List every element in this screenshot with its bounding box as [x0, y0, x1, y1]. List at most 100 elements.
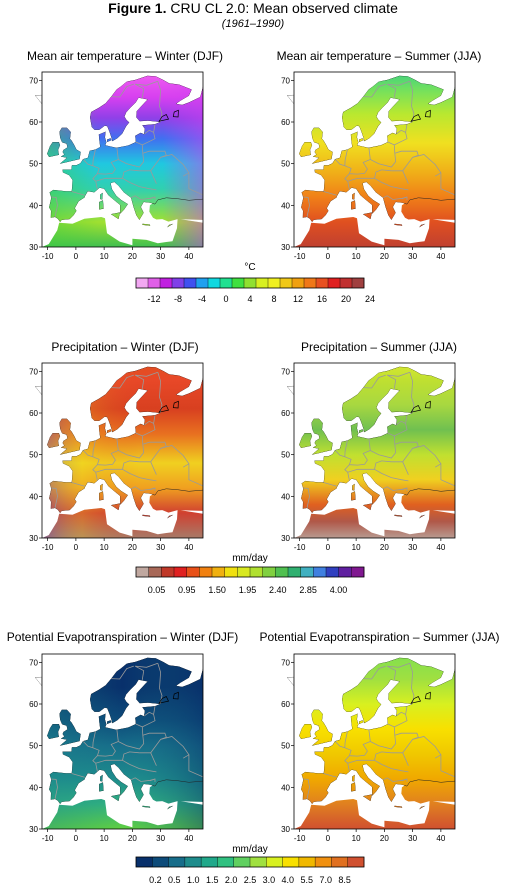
colorbar-swatch: [136, 278, 149, 288]
colorbar-label: 0.5: [168, 875, 181, 885]
x-tick-label: 10: [352, 834, 361, 843]
colorbar-swatch: [148, 567, 162, 577]
colorbar-swatch: [136, 567, 149, 577]
y-tick-label: 60: [29, 409, 38, 418]
colorbar-1: mm/day 0.05 0.95 1.50 1.95 2.40 2.85 4.00: [135, 553, 365, 595]
x-tick-label: 30: [156, 252, 165, 261]
map-panel-0: -10 0 10 20 30 40 70 60 50 40 30: [29, 71, 204, 261]
colorbar-label: -8: [174, 294, 182, 304]
colorbar-label: -4: [198, 294, 206, 304]
colorbar-swatch: [168, 857, 186, 867]
colorbar-swatch: [315, 857, 332, 867]
colorbar-label: 1.50: [208, 585, 226, 595]
colorbar-swatch: [250, 567, 263, 577]
x-tick-label: 30: [408, 543, 417, 552]
colorbar-swatch: [224, 567, 238, 577]
colorbar-label: 0.2: [149, 875, 162, 885]
map-frame-5: [293, 653, 456, 830]
y-tick-label: 30: [29, 243, 38, 252]
colorbar-unit: mm/day: [232, 844, 268, 855]
x-tick-label: 40: [184, 834, 193, 843]
x-tick-label: 20: [380, 834, 389, 843]
y-tick-label: 40: [281, 492, 290, 501]
colorbar-swatch: [256, 278, 269, 288]
colorbar-label: 5.5: [301, 875, 314, 885]
y-tick-label: 30: [29, 825, 38, 834]
colorbar-swatch: [298, 857, 316, 867]
y-tick-label: 40: [29, 492, 38, 501]
figure-title: Figure 1. CRU CL 2.0: Mean observed clim…: [0, 0, 506, 16]
colorbar-swatch: [313, 567, 327, 577]
y-tick-label: 50: [29, 160, 38, 169]
colorbar-swatch: [244, 278, 257, 288]
figure-subtitle: (1961–1990): [221, 18, 285, 30]
colorbar-swatch: [217, 857, 235, 867]
x-tick-label: -10: [294, 543, 306, 552]
panel-title-temp-winter: Mean air temperature – Winter (DJF): [26, 49, 224, 63]
y-tick-label: 70: [29, 367, 38, 376]
colorbar-swatch: [161, 567, 175, 577]
colorbar-label: 8: [271, 294, 276, 304]
colorbar-swatch: [300, 567, 314, 577]
y-tick-label: 50: [281, 160, 290, 169]
y-tick-label: 70: [281, 658, 290, 667]
y-tick-label: 50: [29, 742, 38, 751]
colorbar-swatch: [304, 278, 317, 288]
x-tick-label: -10: [42, 543, 54, 552]
y-tick-label: 40: [29, 201, 38, 210]
x-tick-label: 20: [128, 252, 137, 261]
x-tick-label: -10: [42, 834, 54, 843]
colorbar-label: 12: [293, 294, 303, 304]
x-tick-label: 40: [184, 543, 193, 552]
colorbar-swatch: [282, 857, 300, 867]
x-tick-label: 30: [156, 834, 165, 843]
x-tick-label: 0: [326, 252, 331, 261]
colorbar-swatch: [316, 278, 329, 288]
x-tick-label: -10: [42, 252, 54, 261]
x-tick-label: 10: [352, 543, 361, 552]
panel-title-pet-summer: Potential Evapotranspiration – Summer (J…: [259, 630, 500, 644]
x-tick-label: 20: [380, 252, 389, 261]
colorbar-swatch: [288, 567, 301, 577]
colorbar-swatch: [340, 278, 353, 288]
colorbar-swatch: [184, 278, 197, 288]
y-tick-label: 70: [29, 658, 38, 667]
colorbar-label: 2.40: [269, 585, 287, 595]
colorbar-swatch: [280, 278, 293, 288]
colorbar-unit: mm/day: [232, 553, 268, 564]
x-tick-label: 10: [100, 834, 109, 843]
colorbar-label: 2.85: [299, 585, 317, 595]
x-tick-label: 30: [408, 834, 417, 843]
colorbar-swatch: [174, 567, 187, 577]
panel-title-pre-winter: Precipitation – Winter (DJF): [51, 340, 199, 354]
colorbar-swatch: [326, 567, 339, 577]
x-tick-label: 0: [326, 834, 331, 843]
colorbar-swatch: [136, 857, 153, 867]
map-panel-4: -10 0 10 20 30 40 70 60 50 40 30: [29, 653, 204, 843]
y-tick-label: 50: [29, 451, 38, 460]
x-tick-label: 40: [436, 543, 445, 552]
colorbar-label: 20: [341, 294, 351, 304]
y-tick-label: 40: [29, 783, 38, 792]
colorbar-label: 1.5: [206, 875, 219, 885]
colorbar-label: 0.95: [178, 585, 196, 595]
colorbar-swatch: [199, 567, 213, 577]
colorbar-label: 3.0: [263, 875, 276, 885]
y-tick-label: 30: [281, 825, 290, 834]
y-tick-label: 70: [281, 367, 290, 376]
colorbar-swatch: [212, 567, 225, 577]
colorbar-swatch: [237, 567, 251, 577]
y-tick-label: 60: [29, 700, 38, 709]
map-frame-2: [41, 362, 204, 539]
y-tick-label: 60: [281, 409, 290, 418]
colorbar-swatch: [160, 278, 173, 288]
map-panel-5: -10 0 10 20 30 40 70 60 50 40 30: [281, 653, 456, 843]
colorbar-swatch: [186, 567, 200, 577]
y-tick-label: 70: [29, 76, 38, 85]
colorbar-label: 2.5: [244, 875, 257, 885]
colorbar-label: 4.00: [330, 585, 348, 595]
colorbar-label: 8.5: [338, 875, 351, 885]
x-tick-label: 10: [352, 252, 361, 261]
colorbar-label: 1.95: [239, 585, 257, 595]
